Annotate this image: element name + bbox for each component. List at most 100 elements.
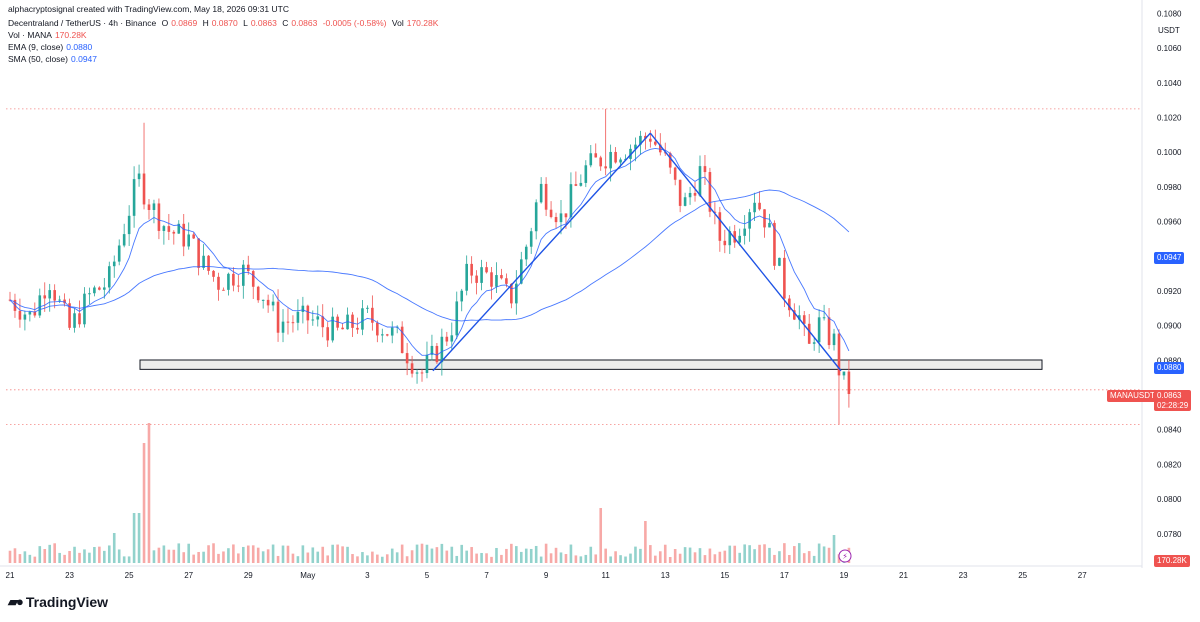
candle-body[interactable] bbox=[544, 183, 548, 210]
candle-body[interactable] bbox=[614, 151, 617, 163]
candle-body[interactable] bbox=[778, 257, 781, 266]
candle-body[interactable] bbox=[222, 289, 225, 291]
candle-body[interactable] bbox=[351, 314, 354, 328]
candle-body[interactable] bbox=[485, 267, 488, 273]
candle-body[interactable] bbox=[261, 299, 265, 301]
candle-body[interactable] bbox=[564, 213, 568, 218]
candle-body[interactable] bbox=[58, 299, 61, 301]
candle-body[interactable] bbox=[634, 144, 637, 149]
candle-body[interactable] bbox=[107, 266, 111, 288]
candle-body[interactable] bbox=[43, 295, 47, 299]
candle-body[interactable] bbox=[142, 173, 146, 205]
candle-body[interactable] bbox=[549, 209, 553, 218]
candle-body[interactable] bbox=[266, 299, 270, 306]
candle-body[interactable] bbox=[837, 333, 841, 376]
candle-body[interactable] bbox=[718, 212, 722, 241]
candle-body[interactable] bbox=[132, 179, 136, 216]
candle-body[interactable] bbox=[599, 157, 603, 167]
candle-body[interactable] bbox=[33, 311, 37, 316]
candle-body[interactable] bbox=[157, 203, 161, 231]
candle-body[interactable] bbox=[654, 141, 657, 145]
candle-body[interactable] bbox=[515, 283, 518, 304]
candle-body[interactable] bbox=[207, 255, 210, 271]
trendline[interactable] bbox=[649, 132, 842, 372]
candle-body[interactable] bbox=[793, 310, 796, 320]
support-zone[interactable] bbox=[139, 359, 1043, 370]
candle-body[interactable] bbox=[584, 165, 588, 183]
candle-body[interactable] bbox=[609, 151, 612, 169]
candle-body[interactable] bbox=[38, 295, 42, 316]
candle-body[interactable] bbox=[534, 202, 538, 232]
candle-body[interactable] bbox=[78, 313, 81, 325]
candle-body[interactable] bbox=[788, 298, 791, 311]
candle-body[interactable] bbox=[376, 322, 379, 336]
tradingview-brand[interactable]: ▰● TradingView bbox=[8, 594, 108, 610]
candle-body[interactable] bbox=[673, 167, 677, 180]
candle-body[interactable] bbox=[366, 307, 369, 309]
candle-body[interactable] bbox=[103, 287, 106, 290]
candle-body[interactable] bbox=[743, 228, 746, 236]
candle-body[interactable] bbox=[271, 301, 275, 306]
candle-body[interactable] bbox=[450, 335, 454, 342]
candle-body[interactable] bbox=[425, 354, 429, 373]
candle-body[interactable] bbox=[480, 267, 483, 283]
candle-body[interactable] bbox=[678, 179, 682, 206]
candle-body[interactable] bbox=[797, 315, 801, 320]
candle-body[interactable] bbox=[802, 315, 806, 324]
candle-body[interactable] bbox=[579, 182, 583, 186]
candle-body[interactable] bbox=[475, 275, 478, 283]
candle-body[interactable] bbox=[137, 173, 141, 180]
candle-body[interactable] bbox=[18, 310, 22, 320]
candle-body[interactable] bbox=[117, 245, 121, 262]
candle-body[interactable] bbox=[539, 183, 543, 203]
candle-body[interactable] bbox=[316, 316, 320, 320]
candle-body[interactable] bbox=[529, 231, 533, 247]
legend-volume[interactable]: Vol · MANA 170.28K bbox=[8, 30, 90, 41]
candle-body[interactable] bbox=[832, 333, 836, 346]
candle-body[interactable] bbox=[683, 197, 687, 206]
candle-body[interactable] bbox=[807, 323, 811, 344]
candle-body[interactable] bbox=[127, 215, 131, 235]
candle-body[interactable] bbox=[510, 283, 513, 304]
candle-body[interactable] bbox=[331, 316, 334, 341]
candle-body[interactable] bbox=[227, 273, 230, 290]
candle-body[interactable] bbox=[644, 135, 647, 139]
candle-body[interactable] bbox=[723, 240, 727, 246]
candle-body[interactable] bbox=[827, 317, 831, 346]
candle-body[interactable] bbox=[242, 264, 245, 286]
candle-body[interactable] bbox=[147, 204, 151, 210]
candle-body[interactable] bbox=[460, 290, 464, 302]
candle-body[interactable] bbox=[405, 353, 409, 364]
candle-body[interactable] bbox=[385, 334, 389, 336]
candle-body[interactable] bbox=[83, 293, 86, 325]
candle-body[interactable] bbox=[559, 213, 563, 223]
candle-body[interactable] bbox=[435, 345, 439, 363]
candle-body[interactable] bbox=[112, 261, 116, 267]
candle-body[interactable] bbox=[668, 153, 672, 168]
candle-body[interactable] bbox=[98, 287, 101, 290]
candle-body[interactable] bbox=[713, 211, 717, 213]
candle-body[interactable] bbox=[822, 317, 826, 319]
candle-body[interactable] bbox=[728, 231, 732, 246]
candle-body[interactable] bbox=[847, 371, 851, 395]
candle-body[interactable] bbox=[753, 202, 756, 213]
candle-body[interactable] bbox=[569, 184, 573, 218]
candle-body[interactable] bbox=[93, 287, 96, 294]
candle-body[interactable] bbox=[172, 231, 176, 234]
candle-body[interactable] bbox=[232, 273, 235, 286]
candle-body[interactable] bbox=[524, 246, 528, 260]
candle-body[interactable] bbox=[217, 276, 220, 290]
candle-body[interactable] bbox=[390, 327, 394, 336]
candle-body[interactable] bbox=[197, 238, 200, 268]
candle-body[interactable] bbox=[649, 138, 652, 142]
candle-body[interactable] bbox=[554, 217, 558, 223]
candle-body[interactable] bbox=[500, 275, 503, 279]
candle-body[interactable] bbox=[152, 203, 156, 210]
candle-body[interactable] bbox=[693, 192, 697, 196]
candle-body[interactable] bbox=[380, 334, 384, 336]
candle-body[interactable] bbox=[182, 223, 186, 247]
candle-body[interactable] bbox=[321, 316, 325, 328]
candle-body[interactable] bbox=[88, 293, 91, 295]
candle-body[interactable] bbox=[281, 321, 285, 333]
candle-body[interactable] bbox=[202, 255, 205, 268]
